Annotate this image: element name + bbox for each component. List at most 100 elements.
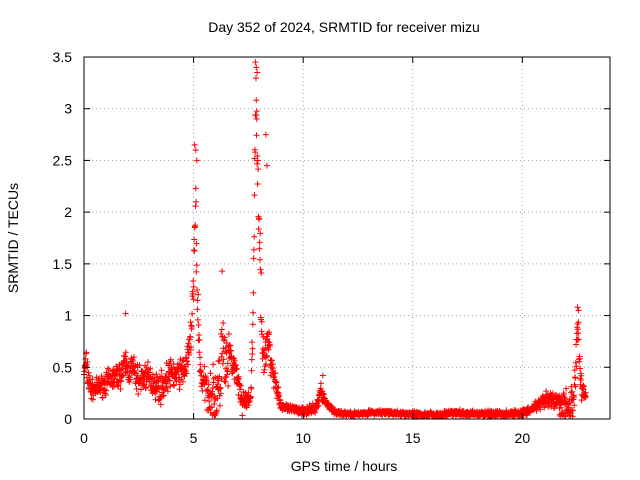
data-point <box>257 230 264 237</box>
data-point <box>178 376 185 383</box>
x-axis: 0 5 10 15 20 <box>80 57 530 446</box>
data-point <box>225 331 232 338</box>
data-point <box>209 385 216 392</box>
data-point <box>210 361 217 368</box>
data-point <box>255 226 262 233</box>
data-point <box>225 383 232 390</box>
data-point <box>218 326 225 333</box>
data-point <box>573 341 580 348</box>
data-point <box>317 380 324 387</box>
data-point <box>167 356 174 363</box>
data-point <box>256 239 263 246</box>
data-point <box>554 400 561 407</box>
data-point <box>192 203 199 210</box>
data-point <box>262 131 269 138</box>
data-point <box>133 385 140 392</box>
data-point <box>220 319 227 326</box>
data-point <box>168 364 175 371</box>
data-point <box>570 394 577 401</box>
data-point <box>157 401 164 408</box>
data-point <box>254 160 261 167</box>
data-point <box>152 396 159 403</box>
data-point <box>201 363 208 370</box>
data-point <box>185 340 192 347</box>
data-point <box>224 360 231 367</box>
data-point <box>127 376 134 383</box>
data-point <box>250 246 257 253</box>
data-point <box>110 383 117 390</box>
data-point <box>136 362 143 369</box>
data-point <box>258 318 265 325</box>
data-point <box>160 393 167 400</box>
data-point <box>572 359 579 366</box>
data-point <box>275 384 282 391</box>
data-point <box>119 372 126 379</box>
data-point <box>213 407 220 414</box>
data-point <box>187 333 194 340</box>
data-point <box>190 296 197 303</box>
data-point <box>131 369 138 376</box>
data-point <box>168 365 175 372</box>
data-point <box>250 255 257 262</box>
data-point <box>248 367 255 374</box>
data-point <box>576 358 583 365</box>
data-points <box>81 59 589 420</box>
data-point <box>236 386 243 393</box>
data-point <box>193 268 200 275</box>
data-point <box>253 116 260 123</box>
data-point <box>264 162 271 169</box>
data-point <box>193 198 200 205</box>
data-point <box>574 336 581 343</box>
data-point <box>195 291 202 298</box>
data-point <box>260 369 267 376</box>
data-point <box>191 236 198 243</box>
data-point <box>218 330 225 337</box>
data-point <box>114 376 121 383</box>
data-point <box>235 391 242 398</box>
data-point <box>130 354 137 361</box>
data-point <box>166 377 173 384</box>
data-point <box>568 389 575 396</box>
data-point <box>250 289 257 296</box>
data-point <box>140 381 147 388</box>
data-point <box>129 357 136 364</box>
data-point <box>187 319 194 326</box>
data-point <box>193 240 200 247</box>
data-point <box>569 407 576 414</box>
data-point <box>117 386 124 393</box>
data-point <box>254 69 261 76</box>
data-point <box>185 351 192 358</box>
data-point <box>257 266 264 273</box>
data-point <box>196 336 203 343</box>
data-point <box>456 406 463 413</box>
data-point <box>312 409 319 416</box>
data-point <box>273 379 280 386</box>
data-point <box>252 149 259 156</box>
data-point <box>220 356 227 363</box>
data-point <box>268 357 275 364</box>
data-point <box>99 394 106 401</box>
data-point <box>122 349 129 356</box>
data-point <box>239 412 246 419</box>
data-point <box>550 405 557 412</box>
data-point <box>577 365 584 372</box>
y-tick-label: 0.5 <box>53 359 73 375</box>
data-point <box>249 351 256 358</box>
data-point <box>183 370 190 377</box>
x-tick-label: 0 <box>80 430 88 446</box>
data-point <box>196 354 203 361</box>
y-tick-label: 1.5 <box>53 256 73 272</box>
data-point <box>256 245 263 252</box>
data-point <box>537 406 544 413</box>
data-point <box>266 329 273 336</box>
data-point <box>194 316 201 323</box>
data-point <box>167 383 174 390</box>
data-point <box>211 400 218 407</box>
data-point <box>255 166 262 173</box>
data-point <box>258 328 265 335</box>
x-tick-label: 5 <box>190 430 198 446</box>
y-axis-label: SRMTID / TECUs <box>5 183 21 293</box>
data-point <box>228 347 235 354</box>
data-point <box>254 180 261 187</box>
